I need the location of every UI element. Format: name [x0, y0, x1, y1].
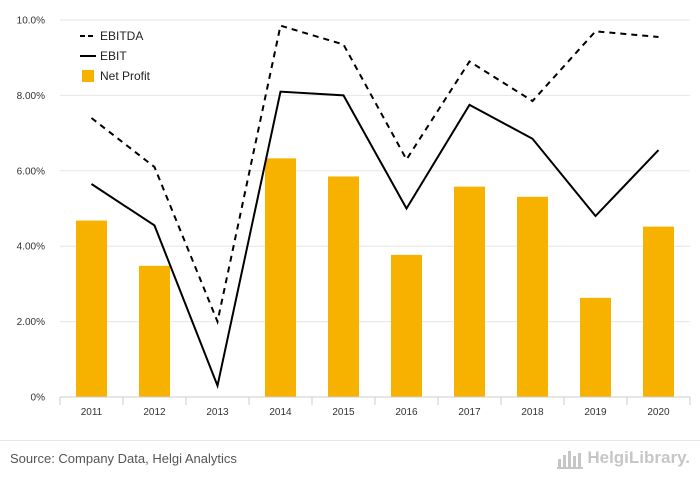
series-lines — [90, 24, 660, 390]
ebit-line — [90, 90, 660, 390]
x-tick-label: 2015 — [332, 407, 355, 418]
net-profit-bar — [76, 220, 107, 397]
y-tick-label: 4.00% — [17, 242, 45, 253]
legend-label: Net Profit — [100, 69, 151, 83]
footer: Source: Company Data, Helgi Analytics He… — [0, 440, 700, 484]
x-tick-label: 2011 — [81, 407, 103, 418]
net-profit-bars — [76, 158, 674, 397]
bar-graph-icon — [557, 451, 584, 469]
x-tick-label: 2020 — [647, 407, 670, 418]
net-profit-bar — [328, 176, 359, 397]
logo-text: HelgiLibrary. — [587, 448, 690, 467]
net-profit-bar — [580, 297, 611, 397]
y-tick-label: 8.00% — [17, 91, 45, 102]
net-profit-bar — [517, 196, 548, 397]
x-tick-label: 2013 — [206, 407, 229, 418]
x-tick-label: 2012 — [143, 407, 166, 418]
chart: 0% 2.00% 4.00% 6.00% 8.00% 10.0% 2011 2012 2013 2… — [17, 16, 691, 418]
y-tick-label: 0% — [31, 393, 46, 404]
net-profit-bar — [139, 265, 170, 397]
legend-label: EBITDA — [100, 29, 143, 43]
x-tick-label: 2017 — [458, 407, 481, 418]
y-tick-label: 6.00% — [17, 166, 45, 177]
helgi-library-logo: HelgiLibrary. — [557, 447, 690, 469]
y-tick-label: 2.00% — [17, 317, 45, 328]
y-tick-label: 10.0% — [17, 16, 45, 27]
net-profit-bar — [643, 226, 674, 397]
x-tick-label: 2018 — [521, 407, 544, 418]
source-text: Source: Company Data, Helgi Analytics — [10, 451, 237, 466]
legend: EBITDA EBIT Net Profit — [80, 29, 151, 83]
legend-swatch — [82, 70, 94, 82]
ebitda-line — [90, 24, 659, 325]
net-profit-bar — [391, 254, 422, 397]
net-profit-bar — [454, 186, 485, 397]
net-profit-bar — [265, 158, 296, 397]
legend-label: EBIT — [100, 49, 127, 63]
x-tick-label: 2016 — [395, 407, 418, 418]
x-tick-label: 2019 — [584, 407, 607, 418]
x-tick-label: 2014 — [269, 407, 292, 418]
axes: 0% 2.00% 4.00% 6.00% 8.00% 10.0% 2011 2012 2013 2… — [17, 16, 691, 418]
